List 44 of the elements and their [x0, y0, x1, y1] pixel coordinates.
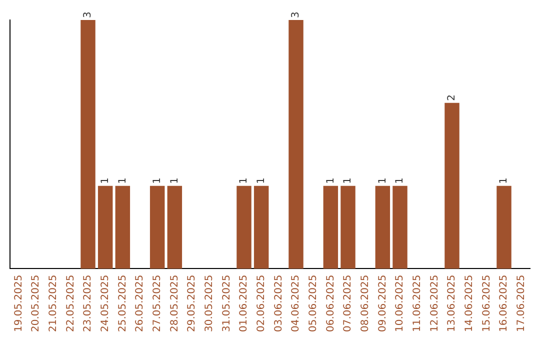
x-tick-label: 25.05.2025: [117, 274, 128, 332]
x-tick-label: 07.06.2025: [342, 274, 354, 332]
data-label: 1: [377, 177, 388, 184]
x-tick-label: 26.05.2025: [134, 274, 146, 332]
x-tick-label: 14.06.2025: [464, 274, 475, 332]
data-label: 1: [256, 177, 267, 184]
x-tick-label: 02.06.2025: [256, 274, 267, 332]
x-tick-label: 22.05.2025: [65, 274, 76, 332]
data-label: 1: [394, 177, 406, 184]
x-tick-label: 15.06.2025: [481, 274, 492, 332]
x-tick-label: 03.06.2025: [273, 274, 284, 332]
x-tick-label: 13.06.2025: [446, 274, 458, 332]
x-tick-label: 23.05.2025: [82, 274, 94, 332]
data-label: 1: [117, 177, 128, 184]
x-tick-label: 21.05.2025: [48, 274, 59, 332]
data-label: 1: [169, 177, 180, 184]
x-tick-label: 29.05.2025: [186, 274, 198, 332]
data-label: 3: [290, 12, 302, 18]
x-tick-label: 05.06.2025: [308, 274, 319, 332]
x-tick-label: 08.06.2025: [360, 274, 371, 332]
x-tick-label: 30.05.2025: [204, 274, 215, 332]
data-label: 1: [342, 177, 354, 184]
x-tick-label: 12.06.2025: [429, 274, 440, 332]
x-tick-label: 27.05.2025: [152, 274, 163, 332]
x-tick-label: 17.06.2025: [516, 274, 527, 332]
x-tick-label: 28.05.2025: [169, 274, 180, 332]
x-tick-label: 09.06.2025: [377, 274, 388, 332]
x-tick-label: 31.05.2025: [221, 274, 232, 332]
x-tick-label: 16.06.2025: [498, 274, 510, 332]
data-label: 1: [325, 177, 336, 184]
data-label: 1: [152, 177, 163, 184]
x-tick-label: 20.05.2025: [30, 274, 42, 332]
x-tick-label: 01.06.2025: [238, 274, 250, 332]
data-label: 1: [238, 177, 250, 184]
x-tick-label: 11.06.2025: [412, 274, 423, 332]
x-tick-label: 04.06.2025: [290, 274, 302, 332]
x-tick-label: 19.05.2025: [13, 274, 24, 332]
data-label: 3: [82, 12, 94, 18]
data-label: 1: [498, 177, 510, 184]
x-tick-label: 24.05.2025: [100, 274, 111, 332]
data-label: 1: [100, 177, 111, 184]
data-label: 2: [446, 94, 458, 101]
x-tick-label: 06.06.2025: [325, 274, 336, 332]
x-tick-label: 10.06.2025: [394, 274, 406, 332]
